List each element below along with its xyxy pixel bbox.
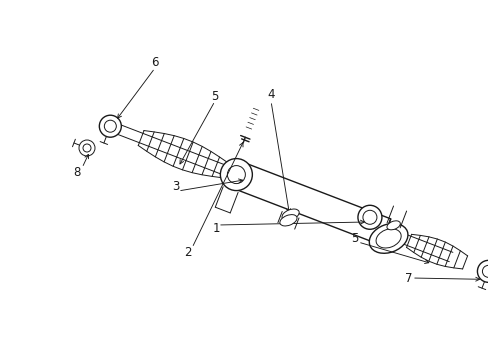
Text: 5: 5 (211, 90, 218, 104)
Text: 4: 4 (267, 89, 274, 102)
Circle shape (482, 265, 488, 277)
Polygon shape (226, 160, 390, 245)
Text: 6: 6 (151, 55, 159, 68)
Ellipse shape (375, 229, 400, 248)
Text: 2: 2 (184, 246, 191, 258)
Circle shape (476, 260, 488, 282)
Text: 5: 5 (350, 231, 358, 244)
Circle shape (104, 120, 116, 132)
Ellipse shape (368, 224, 407, 253)
Circle shape (83, 144, 91, 152)
Circle shape (227, 166, 245, 184)
Circle shape (79, 140, 95, 156)
Circle shape (99, 115, 121, 137)
Circle shape (362, 210, 376, 224)
Text: 7: 7 (405, 271, 412, 284)
Ellipse shape (282, 209, 299, 220)
Text: 3: 3 (172, 180, 179, 194)
Circle shape (220, 159, 252, 190)
Text: 8: 8 (73, 166, 81, 179)
Ellipse shape (279, 215, 296, 226)
Circle shape (357, 205, 381, 229)
Text: 1: 1 (212, 221, 219, 234)
Ellipse shape (386, 221, 400, 230)
